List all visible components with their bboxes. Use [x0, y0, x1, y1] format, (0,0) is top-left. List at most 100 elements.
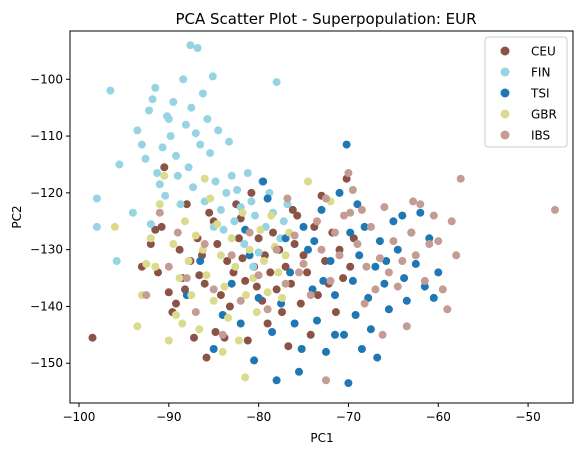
point-gbr-8 [164, 336, 173, 345]
point-tsi-53 [344, 379, 353, 388]
point-ibs-19 [313, 217, 321, 226]
point-ibs-24 [335, 251, 344, 260]
point-ibs-55 [360, 299, 369, 308]
point-ceu-26 [234, 234, 243, 243]
point-gbr-41 [281, 251, 290, 260]
point-tsi-41 [384, 305, 393, 314]
point-tsi-13 [272, 376, 281, 385]
point-ibs-33 [375, 254, 384, 263]
legend-marker-gbr [500, 109, 510, 119]
point-ibs-3 [173, 228, 182, 237]
point-ibs-6 [200, 240, 209, 248]
point-ceu-49 [303, 268, 312, 277]
point-ceu-33 [254, 234, 263, 243]
point-gbr-23 [216, 251, 225, 260]
point-gbr-28 [234, 336, 243, 345]
point-gbr-20 [206, 194, 215, 203]
point-ibs-12 [254, 271, 263, 280]
point-ibs-14 [272, 245, 281, 254]
point-tsi-8 [250, 356, 259, 365]
point-fin-24 [184, 163, 193, 172]
point-gbr-25 [224, 313, 233, 322]
point-fin-36 [214, 126, 223, 135]
point-fin-54 [272, 78, 281, 87]
point-ceu-20 [216, 291, 225, 300]
point-fin-18 [169, 98, 178, 106]
point-ceu-2 [146, 240, 155, 248]
point-ceu-59 [339, 274, 348, 283]
point-gbr-37 [267, 211, 276, 220]
point-gbr-21 [209, 296, 218, 305]
point-ibs-41 [411, 251, 420, 260]
point-tsi-12 [268, 328, 277, 336]
point-ibs-40 [407, 228, 416, 237]
point-ceu-5 [160, 163, 169, 172]
point-ibs-50 [452, 251, 461, 260]
point-tsi-19 [299, 222, 308, 231]
point-ibs-27 [348, 186, 357, 194]
point-fin-28 [193, 44, 202, 52]
point-ibs-16 [290, 231, 299, 240]
point-ibs-11 [245, 228, 254, 237]
point-tsi-29 [342, 140, 351, 149]
point-ceu-69 [195, 271, 204, 280]
point-ceu-23 [225, 302, 234, 311]
point-tsi-24 [322, 347, 330, 356]
point-ceu-22 [223, 257, 232, 265]
point-gbr-29 [238, 208, 247, 217]
point-tsi-9 [254, 293, 263, 302]
point-fin-40 [225, 137, 233, 146]
point-tsi-39 [375, 237, 384, 246]
point-ceu-29 [243, 336, 252, 345]
point-ibs-43 [420, 276, 429, 285]
point-tsi-5 [236, 319, 245, 328]
point-fin-62 [249, 262, 258, 271]
point-fin-45 [240, 240, 249, 248]
point-fin-30 [198, 89, 207, 98]
point-tsi-57 [319, 276, 328, 285]
point-ibs-7 [209, 285, 218, 294]
point-ibs-31 [366, 222, 375, 231]
point-tsi-33 [355, 251, 364, 260]
point-ibs-35 [384, 268, 393, 277]
plot-frame [69, 30, 574, 404]
point-tsi-16 [286, 268, 295, 277]
point-gbr-31 [245, 245, 254, 254]
legend-marker-ibs [500, 130, 510, 140]
point-ibs-34 [380, 203, 389, 212]
point-gbr-26 [227, 234, 236, 243]
point-ibs-18 [306, 291, 315, 300]
point-fin-39 [222, 188, 231, 197]
point-gbr-16 [191, 231, 200, 240]
point-gbr-34 [256, 225, 265, 234]
point-tsi-1 [196, 257, 205, 265]
point-ibs-44 [425, 240, 434, 248]
point-ibs-20 [317, 245, 326, 254]
point-fin-11 [151, 83, 160, 92]
x-tick-label: −50 [515, 410, 540, 424]
point-fin-29 [196, 140, 205, 149]
point-ceu-57 [331, 308, 340, 317]
point-fin-56 [279, 217, 288, 226]
point-fin-14 [158, 143, 167, 152]
point-ceu-39 [272, 285, 281, 294]
point-ceu-42 [281, 262, 290, 271]
point-ibs-51 [456, 174, 465, 183]
point-fin-57 [283, 200, 292, 209]
point-ceu-30 [247, 188, 256, 197]
point-fin-6 [133, 126, 142, 135]
point-ceu-61 [346, 262, 355, 271]
point-tsi-51 [429, 293, 438, 302]
point-gbr-43 [241, 373, 250, 382]
point-fin-13 [155, 180, 164, 189]
point-ibs-45 [429, 211, 438, 220]
legend-marker-ceu [500, 46, 510, 56]
point-ceu-47 [296, 299, 305, 308]
point-fin-15 [161, 191, 170, 200]
point-ibs-23 [331, 228, 339, 237]
point-ceu-36 [263, 319, 272, 328]
point-fin-3 [112, 257, 121, 265]
point-gbr-22 [213, 220, 222, 229]
point-fin-58 [186, 41, 195, 50]
legend: CEU FIN TSI GBR IBS [484, 36, 568, 148]
